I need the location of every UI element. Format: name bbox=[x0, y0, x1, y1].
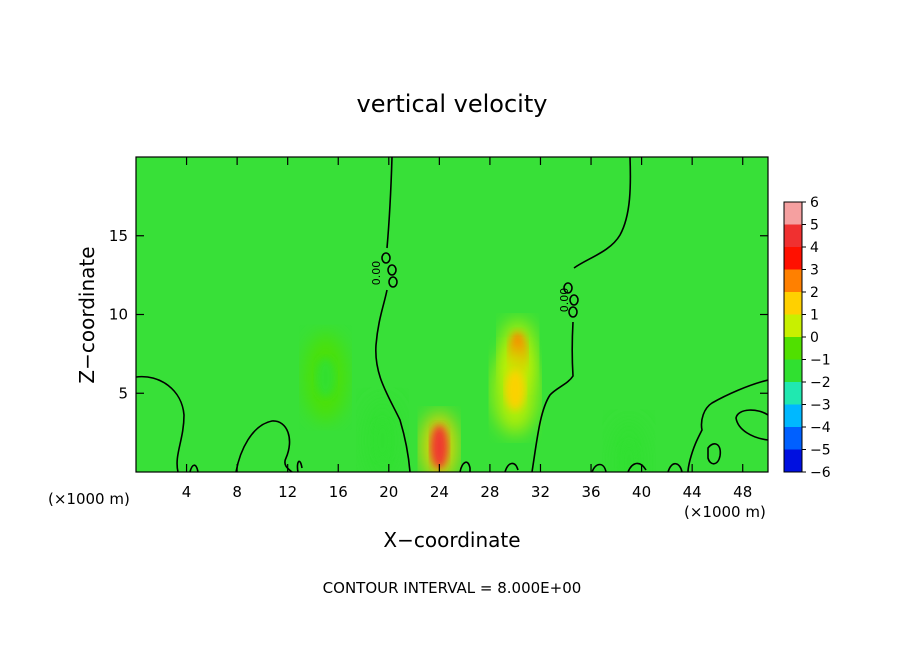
colorbar-swatch bbox=[784, 292, 802, 315]
colorbar: 6 5 4 3 2 1 0 −1 −2 −3 −4 −5 −6 bbox=[783, 195, 831, 481]
x-tick-label: 32 bbox=[531, 483, 550, 501]
colorbar-tick-label: −4 bbox=[810, 420, 831, 436]
contour-interval-note: CONTOUR INTERVAL = 8.000E+00 bbox=[323, 579, 582, 597]
colorbar-swatch bbox=[784, 404, 802, 427]
colorbar-tick-label: −1 bbox=[810, 353, 831, 369]
colorbar-swatch bbox=[784, 314, 802, 337]
zero-contour-loop bbox=[387, 264, 397, 276]
field-feature-core bbox=[430, 424, 449, 469]
x-axis: 4 8 12 16 20 24 28 32 36 40 44 48 bbox=[182, 157, 752, 501]
colorbar-tick-label: 6 bbox=[810, 195, 819, 211]
field-feature-core bbox=[372, 420, 393, 461]
field-background bbox=[136, 157, 768, 472]
zero-contour bbox=[627, 462, 647, 472]
colorbar-swatch bbox=[784, 269, 802, 292]
x-tick-label: 24 bbox=[430, 483, 449, 501]
zero-contour-loop bbox=[569, 294, 579, 306]
x-axis-label: X−coordinate bbox=[383, 528, 520, 552]
x-unit-right: (×1000 m) bbox=[684, 503, 766, 521]
field-feature-core bbox=[618, 442, 639, 472]
zero-contour bbox=[296, 460, 303, 472]
y-tick-label: 5 bbox=[118, 384, 128, 402]
colorbar-swatch bbox=[784, 359, 802, 382]
colorbar-tick-label: −5 bbox=[810, 443, 831, 459]
x-tick-label: 40 bbox=[632, 483, 651, 501]
zero-contour bbox=[375, 289, 411, 472]
zero-contour bbox=[735, 409, 768, 441]
zero-contour bbox=[591, 463, 607, 472]
x-tick-label: 28 bbox=[480, 483, 499, 501]
colorbar-swatch bbox=[784, 202, 802, 225]
x-tick-label: 48 bbox=[733, 483, 752, 501]
y-axis-label: Z−coordinate bbox=[75, 246, 99, 383]
colorbar-swatch bbox=[784, 247, 802, 270]
x-tick-label: 12 bbox=[278, 483, 297, 501]
zero-contour bbox=[386, 157, 393, 249]
zero-contour-loop bbox=[381, 252, 391, 264]
x-tick-label: 36 bbox=[581, 483, 600, 501]
colorbar-tick-label: −2 bbox=[810, 375, 831, 391]
zero-contour bbox=[235, 420, 293, 472]
y-tick-label: 15 bbox=[109, 227, 128, 245]
colorbar-swatch bbox=[784, 337, 802, 360]
zero-contour bbox=[667, 462, 683, 472]
colorbar-swatch bbox=[784, 449, 802, 472]
plot-area: 0.00 0.00 bbox=[136, 157, 768, 472]
zero-contour bbox=[573, 157, 632, 269]
colorbar-swatch bbox=[784, 224, 802, 247]
x-tick-label: 20 bbox=[379, 483, 398, 501]
colorbar-tick-label: 1 bbox=[810, 308, 819, 324]
x-unit-left: (×1000 m) bbox=[48, 490, 130, 508]
colorbar-tick-label: −6 bbox=[810, 465, 831, 481]
zero-contour-loop bbox=[568, 306, 578, 318]
y-tick-label: 10 bbox=[109, 306, 128, 324]
colorbar-tick-label: −3 bbox=[810, 398, 831, 414]
zero-contours: 0.00 0.00 bbox=[136, 157, 768, 472]
colorbar-tick-label: 0 bbox=[810, 330, 819, 346]
zero-contour bbox=[189, 464, 199, 472]
colorbar-tick-label: 3 bbox=[810, 263, 819, 279]
colorbar-tick-label: 5 bbox=[810, 218, 819, 234]
field-feature-core bbox=[315, 357, 336, 398]
contour-label: 0.00 bbox=[370, 261, 383, 286]
zero-contour bbox=[687, 379, 768, 472]
zero-contour bbox=[531, 321, 574, 472]
contour-label: 0.00 bbox=[558, 288, 571, 313]
zero-contour bbox=[504, 462, 519, 472]
zero-contour-loop bbox=[563, 282, 573, 294]
x-tick-label: 4 bbox=[182, 483, 192, 501]
colorbar-tick-label: 2 bbox=[810, 285, 819, 301]
x-tick-label: 16 bbox=[329, 483, 348, 501]
colorbar-swatch bbox=[784, 382, 802, 405]
x-tick-label: 44 bbox=[683, 483, 702, 501]
colorbar-tick-label: 4 bbox=[810, 240, 819, 256]
chart-title: vertical velocity bbox=[357, 90, 548, 118]
zero-contour bbox=[136, 375, 185, 472]
x-tick-label: 8 bbox=[232, 483, 242, 501]
zero-contour bbox=[707, 443, 722, 465]
zero-contour-loop bbox=[388, 276, 398, 288]
y-axis: 5 10 15 bbox=[109, 227, 768, 402]
colorbar-swatch bbox=[784, 427, 802, 450]
field-feature-core bbox=[505, 370, 526, 411]
